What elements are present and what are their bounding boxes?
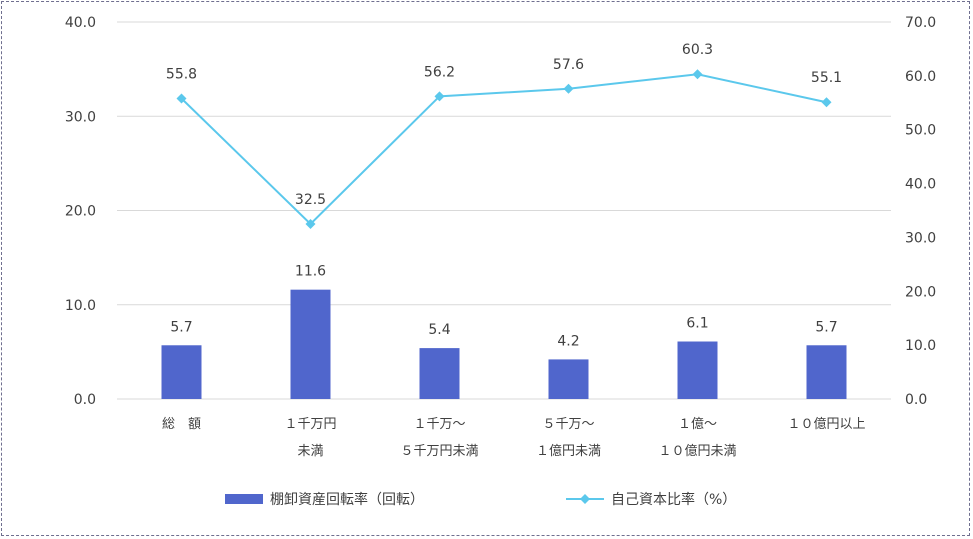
bar-data-label: 11.6 [295, 264, 326, 280]
y-right-tick-label: 70.0 [905, 15, 936, 31]
legend-line-label: 自己資本比率（%） [611, 491, 736, 508]
y-left-tick-label: 40.0 [65, 15, 96, 31]
line-marker [305, 218, 316, 229]
bar [806, 345, 847, 399]
bar [419, 348, 460, 399]
x-category-label: １０億円未満 [658, 443, 736, 459]
legend-line-marker [580, 494, 590, 504]
y-left-tick-label: 10.0 [65, 298, 96, 314]
line-data-label: 32.5 [295, 192, 326, 208]
line-marker [563, 83, 574, 94]
legend-bar-swatch [225, 494, 263, 504]
bar-data-label: 4.2 [557, 333, 579, 349]
line-series [180, 73, 827, 226]
line-data-label: 57.6 [553, 57, 584, 73]
y-right-tick-label: 20.0 [905, 284, 936, 300]
bar-data-label: 6.1 [686, 316, 708, 332]
line-data-label: 55.8 [166, 66, 197, 82]
y-right-tick-label: 10.0 [905, 338, 936, 354]
line-marker [434, 91, 445, 102]
x-category-label: １千万円 [284, 417, 336, 432]
legend-bar-label: 棚卸資産回転率（回転） [270, 491, 424, 508]
bar [161, 345, 202, 399]
bar-data-label: 5.4 [428, 322, 450, 338]
y-left-tick-label: 30.0 [65, 109, 96, 125]
bar [548, 359, 589, 399]
y-right-tick-label: 0.0 [905, 392, 927, 408]
x-category-label: １千万～ [413, 417, 465, 432]
y-right-tick-label: 50.0 [905, 123, 936, 139]
x-category-label: １０億円以上 [787, 416, 865, 432]
y-right-tick-label: 30.0 [905, 230, 936, 246]
y-left-tick-label: 0.0 [74, 392, 96, 408]
line-marker [692, 69, 703, 80]
bar [677, 341, 718, 399]
x-category-label: ５千万～ [542, 417, 594, 432]
line-marker [821, 97, 832, 108]
line-data-label: 56.2 [424, 64, 455, 80]
x-category-label: １億～ [678, 416, 717, 432]
x-category-label: 総 額 [162, 417, 201, 432]
y-left-tick-label: 20.0 [65, 204, 96, 220]
x-category-label: ５千万円未満 [400, 444, 478, 459]
line-data-label: 55.1 [811, 70, 842, 86]
y-right-tick-label: 40.0 [905, 177, 936, 193]
y-right-tick-label: 60.0 [905, 69, 936, 85]
line-data-label: 60.3 [682, 42, 713, 58]
bar [290, 289, 331, 399]
bar-data-label: 5.7 [170, 319, 192, 335]
bar-data-label: 5.7 [815, 319, 837, 335]
line-marker [176, 93, 187, 104]
x-category-label: １億円未満 [536, 443, 601, 459]
x-category-label: 未満 [297, 444, 323, 459]
